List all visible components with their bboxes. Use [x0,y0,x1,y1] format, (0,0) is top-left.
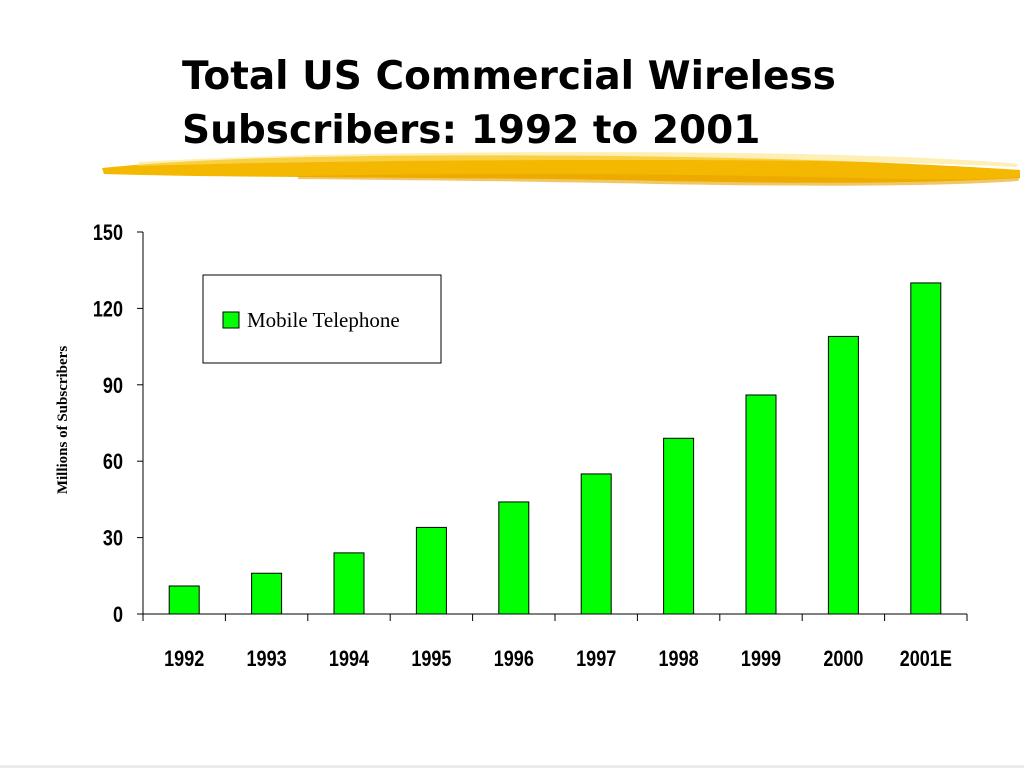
bottom-rule [0,765,1024,768]
x-tick-label: 1992 [164,647,204,671]
x-axis-ticks: 1992 1993 1994 1995 1996 1997 1998 1999 2000 2001… [142,614,968,671]
y-axis-ticks: 0 30 60 90 120 150 [93,221,143,627]
x-tick-label: 1998 [659,647,699,671]
x-tick-label: 2001E [900,647,952,671]
x-tick-label: 2000 [823,647,863,671]
slide-title: Total US Commercial Wireless Subscribers… [182,50,836,158]
bar-1997 [580,473,612,615]
bar-2000 [827,335,859,615]
chart-legend: Mobile Telephone [202,274,442,364]
slide-title-line-2: Subscribers: 1992 to 2001 [182,108,761,153]
bar-1994 [333,552,365,615]
legend-box [202,274,442,364]
y-tick-label: 150 [93,221,123,245]
x-tick-label: 1994 [329,647,370,671]
x-tick-label: 1999 [741,647,781,671]
x-tick-label: 1997 [576,647,616,671]
y-tick-label: 30 [103,527,123,551]
y-axis-label: Millions of Subscribers [55,346,71,495]
y-tick-label: 0 [113,603,123,627]
bar-1992 [168,585,200,615]
title-underline-swoosh [102,152,1020,186]
y-tick-label: 120 [93,298,123,322]
bar-1993 [251,572,283,615]
slide-title-line-1: Total US Commercial Wireless [182,54,836,99]
legend-swatch [222,311,240,329]
chart-bars [168,282,942,615]
bar-1995 [415,526,447,615]
x-tick-label: 1996 [494,647,534,671]
legend-label: Mobile Telephone [247,308,400,332]
bar-1998 [663,437,695,615]
x-tick-label: 1995 [411,647,451,671]
bar-2001E [910,282,942,615]
bar-1996 [498,501,530,615]
y-tick-label: 90 [103,374,123,398]
x-tick-label: 1993 [247,647,287,671]
y-tick-label: 60 [103,451,123,475]
bar-1999 [745,394,777,615]
